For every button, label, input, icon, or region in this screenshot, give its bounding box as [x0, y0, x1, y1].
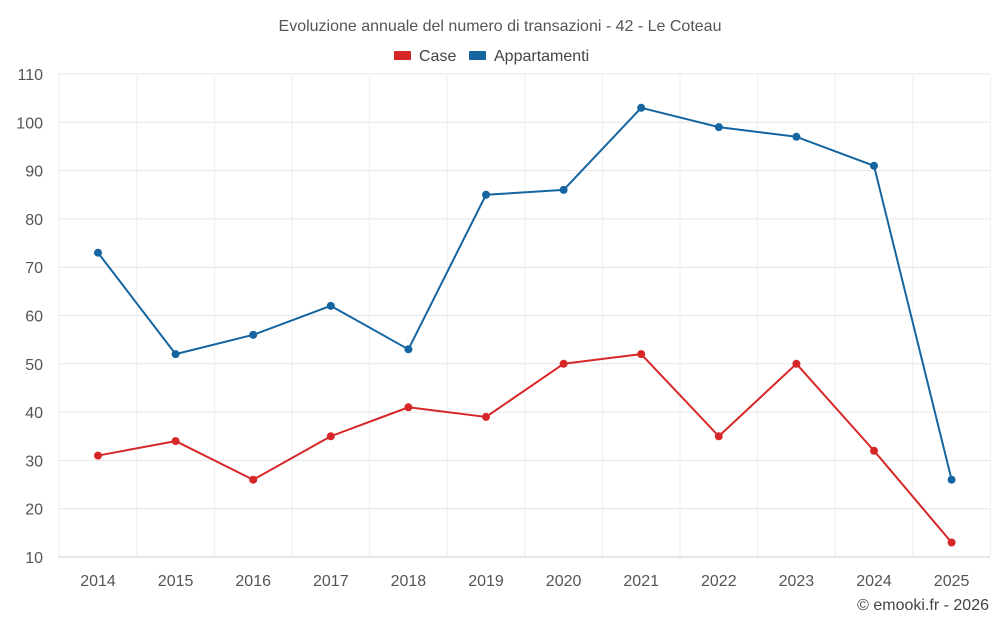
x-tick-label: 2017 — [313, 573, 349, 590]
gridlines — [58, 73, 991, 558]
legend-label-appartamenti: Appartamenti — [494, 48, 589, 65]
series-line-appartamenti — [97, 106, 953, 480]
data-point-appartamenti — [870, 161, 878, 170]
data-point-appartamenti — [559, 185, 568, 194]
x-tick-label: 2019 — [468, 573, 504, 590]
data-point-case — [637, 350, 646, 359]
data-point-appartamenti — [404, 345, 413, 354]
x-tick-label: 2025 — [934, 573, 970, 590]
data-point-case — [559, 359, 568, 368]
data-point-appartamenti — [171, 350, 180, 359]
axes: 10 20 30 40 50 60 70 80 90 100 110 2014 2015 2016 2017… — [16, 67, 990, 590]
data-point-appartamenti — [792, 132, 801, 141]
legend-swatch-case — [394, 51, 411, 60]
data-point-appartamenti — [249, 330, 258, 339]
x-tick-label: 2015 — [158, 573, 194, 590]
x-tick-label: 2014 — [80, 573, 116, 590]
x-tick-label: 2018 — [391, 573, 427, 590]
credit-text: © emooki.fr - 2026 — [857, 597, 989, 614]
x-tick-label: 2024 — [856, 573, 892, 590]
data-point-appartamenti — [714, 123, 723, 132]
series-line-case — [97, 353, 953, 544]
data-point-appartamenti — [637, 103, 646, 112]
y-tick-label: 90 — [25, 164, 43, 181]
data-point-appartamenti — [326, 301, 335, 310]
y-tick-label: 70 — [25, 260, 43, 277]
data-point-case — [171, 437, 180, 446]
y-tick-label: 10 — [25, 550, 43, 567]
legend-label-case: Case — [419, 48, 456, 65]
y-tick-label: 80 — [25, 212, 43, 229]
data-point-appartamenti — [947, 475, 956, 484]
y-tick-label: 40 — [25, 405, 43, 422]
x-tick-label: 2020 — [546, 573, 582, 590]
y-tick-label: 100 — [16, 115, 43, 132]
data-point-case — [947, 538, 956, 547]
data-point-case — [482, 412, 490, 421]
legend-swatch-appartamenti — [469, 51, 486, 60]
data-point-appartamenti — [482, 190, 490, 199]
data-point-appartamenti — [94, 248, 102, 257]
y-tick-label: 110 — [17, 67, 43, 84]
data-point-case — [94, 451, 102, 460]
data-point-case — [404, 403, 413, 412]
x-tick-label: 2021 — [623, 573, 659, 590]
series-layer — [94, 103, 956, 547]
x-tick-label: 2016 — [235, 573, 271, 590]
y-tick-label: 30 — [25, 453, 43, 470]
data-point-case — [714, 432, 723, 441]
x-tick-label: 2022 — [701, 573, 737, 590]
data-point-case — [792, 359, 801, 368]
data-point-case — [249, 475, 258, 484]
legend: Case Appartamenti — [394, 48, 589, 65]
y-tick-label: 20 — [25, 502, 43, 519]
x-tick-label: 2023 — [779, 573, 815, 590]
y-tick-label: 50 — [25, 357, 43, 374]
data-point-case — [326, 432, 335, 441]
y-tick-label: 60 — [25, 309, 43, 326]
data-point-case — [870, 446, 878, 455]
chart-title: Evoluzione annuale del numero di transaz… — [279, 18, 722, 35]
